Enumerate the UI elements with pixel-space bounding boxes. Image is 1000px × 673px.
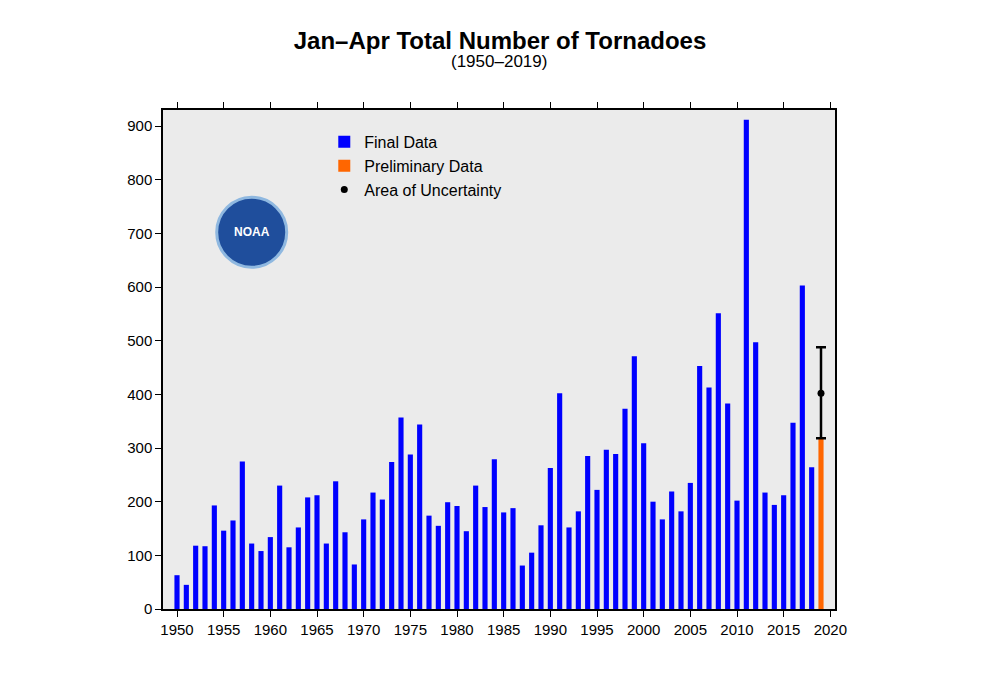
svg-text:2015: 2015 (767, 621, 800, 638)
svg-text:700: 700 (127, 225, 152, 242)
svg-text:300: 300 (127, 439, 152, 456)
svg-text:600: 600 (127, 278, 152, 295)
svg-text:1985: 1985 (487, 621, 520, 638)
svg-text:Final Data: Final Data (364, 134, 437, 151)
svg-text:2000: 2000 (627, 621, 660, 638)
svg-text:1995: 1995 (580, 621, 613, 638)
svg-text:1980: 1980 (440, 621, 473, 638)
svg-text:800: 800 (127, 171, 152, 188)
svg-text:Area of Uncertainty: Area of Uncertainty (364, 182, 501, 199)
svg-text:NOAA: NOAA (234, 225, 270, 239)
svg-text:1955: 1955 (207, 621, 240, 638)
svg-text:100: 100 (127, 547, 152, 564)
svg-text:400: 400 (127, 386, 152, 403)
svg-text:1970: 1970 (347, 621, 380, 638)
svg-text:Jan–Apr Total Number of Tornad: Jan–Apr Total Number of Tornadoes (294, 27, 707, 54)
svg-text:2005: 2005 (674, 621, 707, 638)
svg-text:900: 900 (127, 117, 152, 134)
svg-text:(1950–2019): (1950–2019) (451, 52, 547, 71)
svg-text:0: 0 (144, 600, 152, 617)
svg-text:Preliminary Data: Preliminary Data (364, 158, 482, 175)
svg-text:1950: 1950 (160, 621, 193, 638)
svg-text:200: 200 (127, 493, 152, 510)
svg-text:2020: 2020 (814, 621, 847, 638)
svg-text:1990: 1990 (534, 621, 567, 638)
svg-text:1965: 1965 (300, 621, 333, 638)
svg-text:2010: 2010 (720, 621, 753, 638)
svg-text:1975: 1975 (394, 621, 427, 638)
svg-text:1960: 1960 (254, 621, 287, 638)
svg-text:500: 500 (127, 332, 152, 349)
